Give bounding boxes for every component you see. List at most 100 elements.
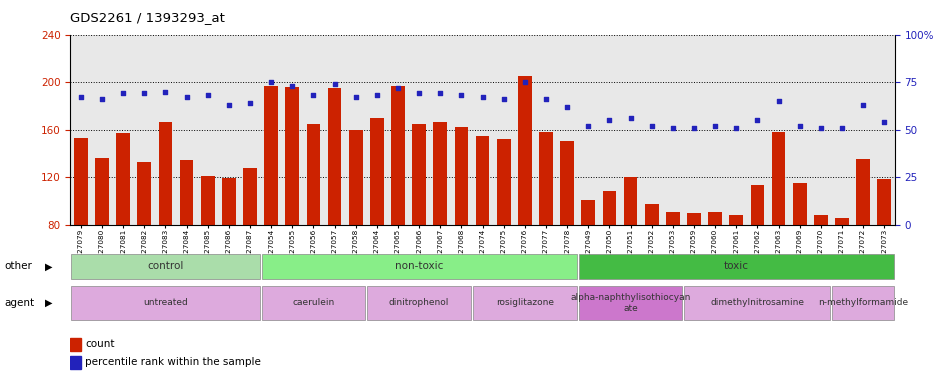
Text: untreated: untreated: [143, 298, 187, 308]
Bar: [158, 122, 172, 320]
Bar: [74, 138, 88, 320]
Bar: [473, 286, 576, 319]
Point: [665, 125, 680, 131]
Point: [686, 125, 701, 131]
Text: caerulein: caerulein: [292, 298, 334, 308]
Bar: [306, 124, 320, 320]
Text: count: count: [85, 339, 114, 349]
Point: [179, 94, 194, 100]
Text: toxic: toxic: [723, 262, 748, 271]
Bar: [70, 356, 80, 369]
Text: non-toxic: non-toxic: [394, 262, 443, 271]
Point: [475, 94, 490, 100]
Bar: [686, 213, 700, 320]
Bar: [578, 286, 681, 319]
Point: [137, 90, 152, 96]
Text: agent: agent: [5, 298, 35, 308]
Bar: [242, 168, 256, 320]
Bar: [602, 191, 616, 320]
Bar: [750, 185, 764, 320]
Bar: [261, 286, 365, 319]
Bar: [433, 122, 446, 320]
Point: [496, 96, 511, 102]
Point: [95, 96, 110, 102]
Bar: [454, 127, 468, 320]
Text: alpha-naphthylisothiocyan
ate: alpha-naphthylisothiocyan ate: [570, 293, 690, 313]
Point: [369, 92, 384, 98]
Bar: [831, 286, 893, 319]
Text: control: control: [147, 262, 183, 271]
Bar: [285, 87, 299, 320]
Bar: [390, 86, 404, 320]
Bar: [538, 132, 552, 320]
Bar: [70, 338, 80, 351]
Point: [622, 115, 637, 121]
Point: [115, 90, 130, 96]
Point: [327, 81, 342, 87]
Point: [538, 96, 553, 102]
Bar: [71, 286, 259, 319]
Point: [791, 123, 806, 129]
Bar: [578, 254, 893, 279]
Bar: [580, 200, 594, 320]
Bar: [856, 159, 869, 320]
Bar: [348, 130, 362, 320]
Point: [770, 98, 785, 104]
Point: [432, 90, 447, 96]
Point: [812, 125, 827, 131]
Point: [517, 79, 532, 85]
Bar: [683, 286, 829, 319]
Text: GDS2261 / 1393293_at: GDS2261 / 1393293_at: [70, 12, 225, 25]
Point: [876, 119, 891, 125]
Point: [855, 102, 870, 108]
Bar: [518, 76, 531, 320]
Point: [580, 123, 595, 129]
Bar: [180, 161, 193, 320]
Point: [644, 123, 659, 129]
Point: [263, 79, 278, 85]
Point: [158, 89, 173, 95]
Bar: [728, 215, 742, 320]
Bar: [708, 212, 722, 320]
Text: dinitrophenol: dinitrophenol: [388, 298, 449, 308]
Point: [411, 90, 426, 96]
Point: [305, 92, 320, 98]
Point: [200, 92, 215, 98]
Text: ▶: ▶: [45, 298, 52, 308]
Bar: [264, 86, 278, 320]
Bar: [644, 204, 658, 320]
Point: [221, 102, 236, 108]
Bar: [834, 217, 848, 320]
Bar: [138, 162, 151, 320]
Bar: [370, 118, 384, 320]
Point: [728, 125, 743, 131]
Point: [834, 125, 849, 131]
Point: [749, 117, 764, 123]
Text: n-methylformamide: n-methylformamide: [817, 298, 907, 308]
Bar: [95, 158, 109, 320]
Point: [453, 92, 468, 98]
Bar: [876, 179, 890, 320]
Bar: [412, 124, 426, 320]
Text: other: other: [5, 262, 33, 271]
Bar: [813, 215, 826, 320]
Bar: [771, 132, 784, 320]
Bar: [328, 88, 341, 320]
Point: [601, 117, 616, 123]
Bar: [792, 183, 806, 320]
Bar: [71, 254, 259, 279]
Point: [707, 123, 722, 129]
Point: [73, 94, 88, 100]
Text: rosiglitazone: rosiglitazone: [495, 298, 553, 308]
Bar: [475, 136, 489, 320]
Point: [348, 94, 363, 100]
Text: percentile rank within the sample: percentile rank within the sample: [85, 358, 260, 367]
Bar: [222, 178, 236, 320]
Text: ▶: ▶: [45, 262, 52, 271]
Bar: [560, 141, 574, 320]
Text: dimethylnitrosamine: dimethylnitrosamine: [709, 298, 803, 308]
Point: [285, 83, 300, 89]
Bar: [200, 176, 214, 320]
Bar: [496, 139, 510, 320]
Bar: [623, 177, 636, 320]
